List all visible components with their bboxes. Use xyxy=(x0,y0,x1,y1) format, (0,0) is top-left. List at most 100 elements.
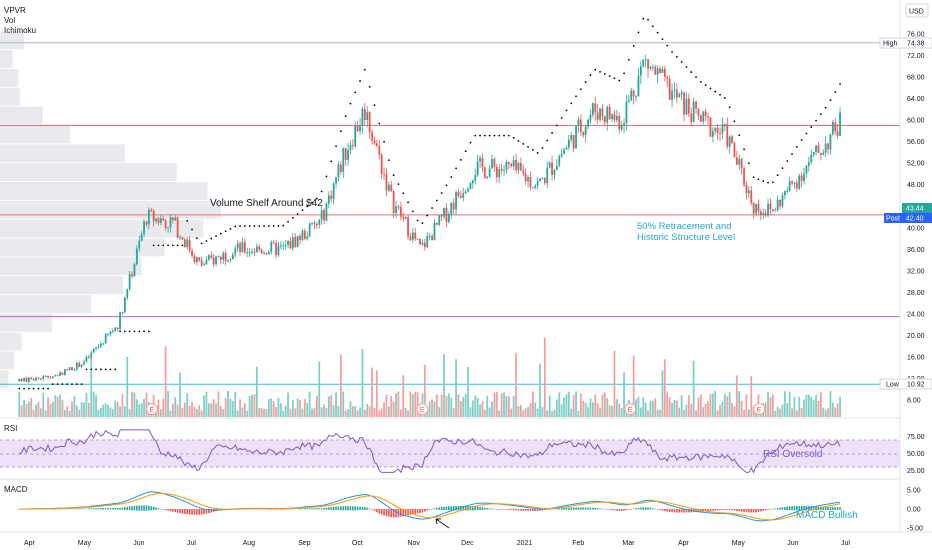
volume-bar xyxy=(159,409,162,417)
volume-bar xyxy=(467,366,469,417)
time-label-6: Oct xyxy=(352,540,363,547)
volume-bar xyxy=(95,395,97,417)
candle-body xyxy=(411,232,414,240)
macd-hist-bar xyxy=(164,509,167,511)
candle-body xyxy=(287,240,289,245)
candle-body xyxy=(752,203,755,214)
price-tick-7: 48.00 xyxy=(907,182,925,189)
volume-bar xyxy=(587,407,589,417)
volume-bar xyxy=(426,408,429,417)
macd-hist-bar xyxy=(404,509,407,516)
candle-body xyxy=(743,168,745,186)
macd-hist-bar xyxy=(424,509,426,512)
ichimoku-dot xyxy=(186,219,189,222)
candle-body xyxy=(791,181,793,184)
macd-hist-bar xyxy=(90,508,93,510)
ichimoku-dot xyxy=(546,139,549,142)
candle-body xyxy=(759,211,762,215)
volume-bar xyxy=(702,406,705,417)
post-tag-value: 42.40 xyxy=(906,216,924,223)
candle-body xyxy=(138,240,141,249)
macd-hist-bar xyxy=(707,509,709,512)
ichimoku-dot xyxy=(560,116,563,119)
vp-bar xyxy=(0,144,125,163)
volume-bar xyxy=(145,392,148,417)
volume-bar xyxy=(711,393,714,417)
volume-bar xyxy=(697,397,700,417)
candle-body xyxy=(680,92,683,95)
volume-bar xyxy=(313,407,316,417)
currency-button[interactable] xyxy=(905,3,929,18)
candle-body xyxy=(788,181,791,191)
ichimoku-dot xyxy=(680,61,683,63)
ichimoku-dot xyxy=(747,162,750,165)
candle-body xyxy=(587,119,589,127)
candle-body xyxy=(661,68,664,73)
ichimoku-dot xyxy=(162,244,165,247)
candle-body xyxy=(839,112,841,136)
macd-hist-bar xyxy=(272,509,275,510)
macd-hist-bar xyxy=(160,508,162,510)
macd-hist-bar xyxy=(496,508,498,510)
macd-hist-bar xyxy=(642,507,645,510)
volume-bar xyxy=(373,408,376,417)
ichimoku-dot xyxy=(819,113,822,116)
ichimoku-dot xyxy=(253,225,256,227)
candle-body xyxy=(834,122,837,132)
macd-hist-bar xyxy=(800,505,803,511)
candle-body xyxy=(291,237,294,249)
ichimoku-dot xyxy=(690,71,693,73)
ichimoku-dot xyxy=(383,140,385,143)
volume-bar xyxy=(531,391,534,417)
vp-bar xyxy=(0,50,13,68)
ichimoku-label: Ichimoku xyxy=(4,26,36,35)
volume-bar xyxy=(308,391,311,417)
candle-body xyxy=(822,152,825,155)
volume-bar xyxy=(47,397,49,417)
ichimoku-dot xyxy=(733,120,736,123)
macd-hist-bar xyxy=(673,509,676,513)
rsi-axis-ticks: 75.00 50.00 25.00 xyxy=(907,434,925,475)
volume-bar xyxy=(560,404,563,417)
volume-bar xyxy=(260,408,263,417)
candle-body xyxy=(32,378,35,381)
volume-profile xyxy=(0,31,221,389)
ichimoku-dot xyxy=(18,387,21,390)
candle-body xyxy=(383,173,385,175)
ichimoku-dot xyxy=(507,134,510,137)
time-label-10: Feb xyxy=(572,540,584,547)
candle-body xyxy=(49,377,52,379)
post-tag xyxy=(902,213,932,223)
time-label-9: 2021 xyxy=(517,540,533,547)
volume-bar xyxy=(231,401,234,417)
candle-body xyxy=(97,346,100,348)
volume-bar xyxy=(805,394,808,417)
ichimoku-dot xyxy=(459,158,462,161)
volume-bar xyxy=(479,404,481,417)
ichimoku-dot xyxy=(776,174,779,177)
volume-bar xyxy=(80,402,83,417)
volume-bar xyxy=(779,408,781,417)
candle-body xyxy=(498,169,501,178)
macd-hist-bar xyxy=(148,505,150,511)
candle-body xyxy=(649,66,652,69)
macd-hist-bar xyxy=(474,506,477,511)
ichimoku-dot xyxy=(176,244,179,247)
ichimoku-dot xyxy=(219,232,222,235)
volume-bar xyxy=(109,407,112,417)
vp-bar xyxy=(0,31,25,50)
vp-bar xyxy=(0,313,52,332)
volume-bar xyxy=(659,409,661,417)
volume-bar xyxy=(143,398,145,417)
candle-body xyxy=(349,145,352,151)
candle-body xyxy=(56,375,59,377)
macd-hist-bar xyxy=(256,508,258,510)
candle-body xyxy=(603,116,606,123)
price-tick-12: 28.00 xyxy=(907,290,925,297)
macd-hist-bar xyxy=(412,509,414,515)
candle-body xyxy=(80,364,83,368)
ichimoku-dot xyxy=(27,387,30,390)
candle-body xyxy=(270,242,273,252)
